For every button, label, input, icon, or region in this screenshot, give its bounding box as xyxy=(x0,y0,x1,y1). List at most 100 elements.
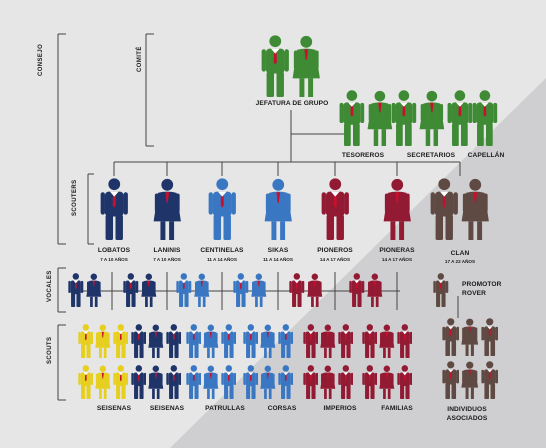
figure-scouts-top-5-3 xyxy=(397,324,413,358)
figure-vocales-5-man xyxy=(349,273,365,307)
figure-scouts-top-2-3 xyxy=(221,324,237,358)
figure-scouts-bottom-3-1 xyxy=(242,365,258,399)
figure-secretarios-1 xyxy=(391,90,417,146)
figure-scouter-4 xyxy=(321,178,349,240)
scouts-label-individuos-asociados: INDIVIDUOS ASOCIADOS xyxy=(446,406,488,422)
label-vocales: VOCALES xyxy=(47,270,53,302)
figure-vocales-4-woman xyxy=(307,273,323,307)
label-comite: COMITÉ xyxy=(137,46,143,72)
section-name-lobatos: LOBATOS xyxy=(97,247,131,254)
scouts-label-patrullas: PATRULLAS xyxy=(205,405,245,412)
figure-scouter-2 xyxy=(208,178,236,240)
scouts-label-seisenas-1: SEISENAS xyxy=(96,405,132,412)
figure-individuos-bottom-2 xyxy=(461,361,479,399)
figure-scouts-bottom-0-2 xyxy=(95,365,111,399)
figure-scouts-top-3-3 xyxy=(278,324,294,358)
figure-individuos-top-3 xyxy=(481,318,498,356)
figure-scouts-bottom-2-1 xyxy=(185,365,201,399)
figure-individuos-top-2 xyxy=(461,318,479,356)
section-name-pioneros: PIONEROS xyxy=(317,247,353,254)
section-name-centinelas: CENTINELAS xyxy=(200,247,244,254)
figure-scouts-bottom-2-3 xyxy=(221,365,237,399)
section-ages-centinelas: 11 A 14 AÑOS xyxy=(207,257,237,262)
figure-scouter-0 xyxy=(100,178,128,240)
figure-tesoreros-woman xyxy=(367,90,393,146)
figure-vocales-0-woman xyxy=(86,273,102,307)
figure-capellan xyxy=(472,90,498,146)
figure-scouter-3 xyxy=(264,178,292,240)
figure-jefatura-woman xyxy=(292,35,320,97)
figure-scouts-top-4-1 xyxy=(302,324,318,358)
figure-scouter-5 xyxy=(383,178,411,240)
figure-scouts-top-1-1 xyxy=(130,324,146,358)
figure-scouts-top-3-1 xyxy=(242,324,258,358)
label-tesoreros: TESOREROS xyxy=(341,152,385,159)
figure-scouts-bottom-3-2 xyxy=(260,365,276,399)
figure-jefatura-man xyxy=(262,35,290,97)
scouts-label-imperios: IMPERIOS xyxy=(323,405,357,412)
figure-scouts-top-2-1 xyxy=(185,324,201,358)
figure-scouts-top-1-3 xyxy=(166,324,182,358)
figure-vocales-3-woman xyxy=(251,273,267,307)
section-ages-clan: 17 A 22 AÑOS xyxy=(444,259,476,264)
scouts-label-corsas: CORSAS xyxy=(267,405,297,412)
figure-scouts-top-5-2 xyxy=(379,324,395,358)
figure-scouts-bottom-1-1 xyxy=(130,365,146,399)
label-capellan: CAPELLÁN xyxy=(467,152,505,159)
figure-scouts-bottom-4-1 xyxy=(302,365,318,399)
figure-secretarios-2 xyxy=(419,90,445,146)
figure-vocales-2-man xyxy=(176,273,192,307)
figure-individuos-top-1 xyxy=(442,318,459,356)
figure-scouter-1 xyxy=(153,178,181,240)
figure-scouts-bottom-1-2 xyxy=(148,365,164,399)
section-name-sikas: SIKAS xyxy=(267,247,289,254)
figure-scouts-bottom-5-1 xyxy=(361,365,377,399)
figure-scouts-top-2-2 xyxy=(203,324,219,358)
label-scouts: SCOUTS xyxy=(47,336,53,364)
figure-scouts-top-5-1 xyxy=(361,324,377,358)
figure-scouter-clan-man xyxy=(431,178,459,240)
figure-scouts-top-3-2 xyxy=(260,324,276,358)
figure-individuos-bottom-3 xyxy=(481,361,498,399)
figure-vocales-2-woman xyxy=(194,273,210,307)
figure-scouts-bottom-5-3 xyxy=(397,365,413,399)
figure-vocales-4-man xyxy=(289,273,305,307)
figure-scouter-clan-woman xyxy=(461,178,489,240)
section-name-pioneras: PIONERAS xyxy=(379,247,415,254)
figure-scouts-top-0-2 xyxy=(95,324,111,358)
label-secretarios: SECRETARIOS xyxy=(406,152,456,159)
figure-vocales-1-woman xyxy=(141,273,157,307)
figure-vocales-3-man xyxy=(233,273,249,307)
figure-scouts-top-4-3 xyxy=(338,324,354,358)
section-name-clan: CLAN xyxy=(450,250,470,257)
figure-scouts-bottom-1-3 xyxy=(166,365,182,399)
label-consejo: CONSEJO xyxy=(38,43,44,76)
figure-scouts-bottom-4-3 xyxy=(338,365,354,399)
figure-tesoreros-man xyxy=(339,90,365,146)
label-promotor-rover: PROMOTOR ROVER xyxy=(462,281,502,297)
figure-vocales-1-man xyxy=(123,273,139,307)
section-ages-lobatos: 7 A 10 AÑOS xyxy=(100,257,128,262)
figure-scouts-bottom-0-3 xyxy=(113,365,129,399)
section-ages-pioneras: 14 A 17 AÑOS xyxy=(381,257,413,262)
figure-individuos-bottom-1 xyxy=(442,361,459,399)
scouts-label-seisenas-2: SEISENAS xyxy=(149,405,185,412)
figure-secretarios-3 xyxy=(447,90,473,146)
figure-scouts-top-0-3 xyxy=(113,324,129,358)
figure-vocales-0-man xyxy=(68,273,84,307)
figure-scouts-bottom-0-1 xyxy=(77,365,93,399)
label-jefatura-de-grupo: JEFATURA DE GRUPO xyxy=(255,100,329,107)
figure-scouts-bottom-4-2 xyxy=(320,365,336,399)
figure-scouts-top-0-1 xyxy=(77,324,93,358)
figure-promotor-rover xyxy=(433,273,449,307)
label-scouters: SCOUTERS xyxy=(72,179,78,216)
section-ages-laninis: 7 A 10 AÑOS xyxy=(153,257,181,262)
section-ages-sikas: 11 A 14 AÑOS xyxy=(263,257,293,262)
figure-scouts-bottom-5-2 xyxy=(379,365,395,399)
figure-vocales-5-woman xyxy=(367,273,383,307)
figure-scouts-bottom-2-2 xyxy=(203,365,219,399)
scouts-label-familias: FAMILIAS xyxy=(381,405,413,412)
section-name-laninis: LANINIS xyxy=(153,247,181,254)
figure-scouts-top-1-2 xyxy=(148,324,164,358)
